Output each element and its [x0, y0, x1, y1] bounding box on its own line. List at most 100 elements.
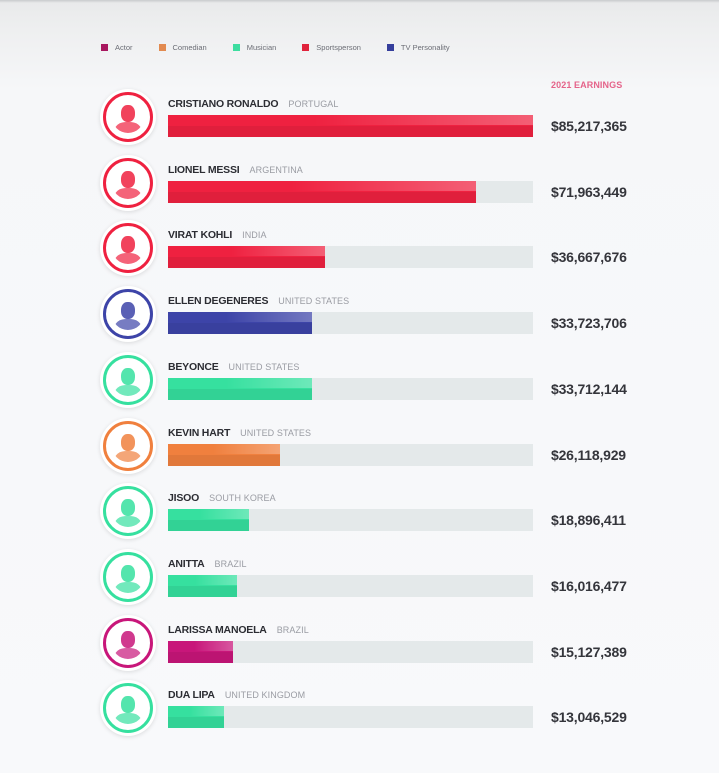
ranking-row: VIRAT KOHLI INDIA $36,667,676 [0, 220, 719, 280]
earnings-amount: $16,016,477 [551, 577, 627, 594]
portrait-body [115, 647, 141, 659]
portrait-body [115, 319, 141, 331]
person-portrait-icon [112, 626, 144, 659]
avatar [100, 286, 156, 343]
earnings-amount: $15,127,389 [551, 643, 627, 660]
legend-item-sportsperson: Sportsperson [302, 43, 361, 52]
person-country: PORTUGAL [288, 99, 339, 109]
ranking-row: LARISSA MANOELA BRAZIL $15,127,389 [0, 614, 719, 675]
portrait-body [115, 122, 141, 133]
legend-label: Actor [115, 43, 133, 52]
name-line: DUA LIPA UNITED KINGDOM [168, 689, 305, 701]
portrait-body [115, 713, 141, 725]
earnings-amount: $36,667,676 [551, 249, 627, 266]
portrait-head [121, 367, 135, 385]
avatar [100, 89, 156, 145]
portrait-head [121, 105, 135, 122]
avatar [100, 680, 156, 737]
earnings-column-header: 2021 EARNINGS [551, 80, 623, 90]
earnings-amount: $26,118,929 [551, 446, 626, 463]
earnings-bar [168, 312, 313, 335]
portrait-body [115, 581, 141, 593]
portrait-head [121, 170, 135, 188]
person-name: LIONEL MESSI [168, 163, 240, 176]
avatar-ring [103, 223, 153, 274]
avatar-ring [103, 617, 153, 668]
person-name: VIRAT KOHLI [168, 229, 233, 242]
legend: Actor Comedian Musician Sportsperson TV … [101, 43, 476, 52]
person-name: BEYONCE [168, 360, 219, 373]
legend-swatch-sportsperson [302, 44, 310, 51]
person-portrait-icon [112, 101, 144, 133]
portrait-head [121, 302, 135, 320]
bar-track [168, 377, 533, 400]
person-name: KEVIN HART [168, 426, 231, 439]
avatar-ring [103, 354, 153, 405]
bar-track [168, 509, 533, 532]
avatar-ring [103, 157, 153, 208]
ranking-row: BEYONCE UNITED STATES $33,712,144 [0, 351, 719, 412]
legend-label: TV Personality [400, 43, 450, 52]
portrait-head [121, 499, 135, 517]
bar-track [168, 640, 533, 663]
bar-highlight [225, 377, 313, 388]
name-line: VIRAT KOHLI INDIA [168, 229, 267, 241]
portrait-head [121, 696, 135, 714]
person-portrait-icon [112, 495, 144, 528]
bar-track [168, 246, 533, 269]
bar-highlight [230, 246, 326, 257]
earnings-bar [168, 640, 233, 663]
person-portrait-icon [112, 429, 144, 462]
bar-highlight [212, 443, 280, 454]
ranking-row: LIONEL MESSI ARGENTINA $71,963,449 [0, 154, 719, 215]
earnings-amount: $33,712,144 [551, 380, 627, 397]
ranking-row: ELLEN DEGENERES UNITED STATES $33,723,70… [0, 286, 719, 346]
earnings-bar [168, 180, 477, 203]
name-line: JISOO SOUTH KOREA [168, 492, 276, 504]
name-line: LARISSA MANOELA BRAZIL [168, 624, 309, 636]
avatar-ring [103, 683, 153, 734]
person-portrait-icon [112, 232, 144, 265]
bar-highlight [195, 574, 237, 585]
person-portrait-icon [112, 363, 144, 396]
earnings-amount: $18,896,411 [551, 512, 626, 529]
legend-swatch-musician [232, 44, 240, 51]
ranking-row: ANITTA BRAZIL $16,016,477 [0, 548, 719, 609]
person-country: UNITED KINGDOM [224, 690, 306, 701]
person-portrait-icon [112, 560, 144, 593]
legend-swatch-actor [101, 44, 108, 51]
avatar-ring [103, 289, 153, 340]
person-country: INDIA [242, 230, 267, 241]
portrait-body [115, 187, 141, 199]
person-portrait-icon [112, 692, 144, 725]
person-portrait-icon [112, 166, 144, 199]
portrait-body [115, 450, 141, 462]
avatar [100, 548, 156, 605]
legend-item-tv-personality: TV Personality [386, 43, 450, 52]
ranking-row: CRISTIANO RONALDO PORTUGAL $85,217,365 [0, 89, 719, 149]
earnings-bar [168, 377, 313, 400]
portrait-body [115, 253, 141, 265]
earnings-bar [168, 706, 224, 729]
person-country: BRAZIL [214, 558, 247, 569]
earnings-amount: $71,963,449 [551, 183, 627, 200]
earnings-bar [168, 574, 237, 597]
legend-swatch-tv-personality [386, 44, 394, 51]
bar-track [168, 312, 533, 335]
legend-swatch-comedian [158, 44, 166, 51]
earnings-amount: $33,723,706 [551, 315, 627, 332]
person-portrait-icon [112, 298, 144, 331]
name-line: ANITTA BRAZIL [168, 558, 247, 570]
legend-item-musician: Musician [232, 43, 276, 52]
name-line: CRISTIANO RONALDO PORTUGAL [168, 98, 339, 110]
person-country: UNITED STATES [240, 427, 312, 438]
avatar [100, 351, 156, 408]
person-name: LARISSA MANOELA [168, 623, 267, 636]
portrait-head [121, 433, 135, 451]
person-country: UNITED STATES [278, 296, 350, 307]
person-country: BRAZIL [276, 624, 309, 635]
avatar [100, 417, 156, 474]
portrait-head [121, 236, 135, 254]
portrait-body [115, 384, 141, 396]
bar-track [168, 574, 533, 597]
